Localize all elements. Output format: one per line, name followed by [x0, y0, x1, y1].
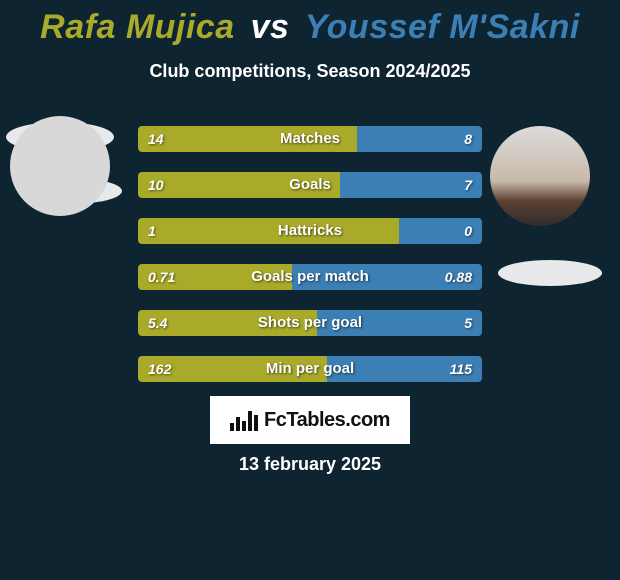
stat-row: 10Hattricks — [138, 218, 482, 244]
stat-bar-right — [340, 172, 482, 198]
stat-bar-right — [292, 264, 482, 290]
player-a-name: Rafa Mujica — [40, 8, 234, 46]
stat-row: 148Matches — [138, 126, 482, 152]
avatar-player-b — [490, 126, 590, 226]
logo-text: FcTables.com — [264, 409, 390, 432]
page-title: Rafa Mujica vs Youssef M'Sakni — [0, 0, 620, 47]
stat-bar-right — [357, 126, 482, 152]
stat-bar-left — [138, 356, 327, 382]
infographic-canvas: Rafa Mujica vs Youssef M'Sakni Club comp… — [0, 0, 620, 580]
infographic-date: 13 february 2025 — [0, 454, 620, 475]
logo-box: FcTables.com — [210, 396, 410, 444]
avatar-right-shadow — [498, 260, 602, 286]
stat-bar-right — [317, 310, 482, 336]
stat-bar-left — [138, 264, 292, 290]
stat-row: 0.710.88Goals per match — [138, 264, 482, 290]
stat-row: 107Goals — [138, 172, 482, 198]
stat-row: 162115Min per goal — [138, 356, 482, 382]
stat-bars: 148Matches 107Goals 10Hattricks 0.710.88Goa… — [138, 126, 482, 402]
stat-bar-right — [327, 356, 482, 382]
subtitle: Club competitions, Season 2024/2025 — [0, 61, 620, 82]
stat-bar-left — [138, 310, 317, 336]
title-vs: vs — [251, 8, 290, 46]
player-b-name: Youssef M'Sakni — [305, 8, 580, 46]
stat-bar-left — [138, 218, 399, 244]
stat-row: 5.45Shots per goal — [138, 310, 482, 336]
stat-bar-left — [138, 172, 340, 198]
stat-bar-right — [399, 218, 482, 244]
logo-bars-icon — [230, 409, 258, 431]
stat-bar-left — [138, 126, 357, 152]
avatar-player-a — [10, 116, 110, 216]
